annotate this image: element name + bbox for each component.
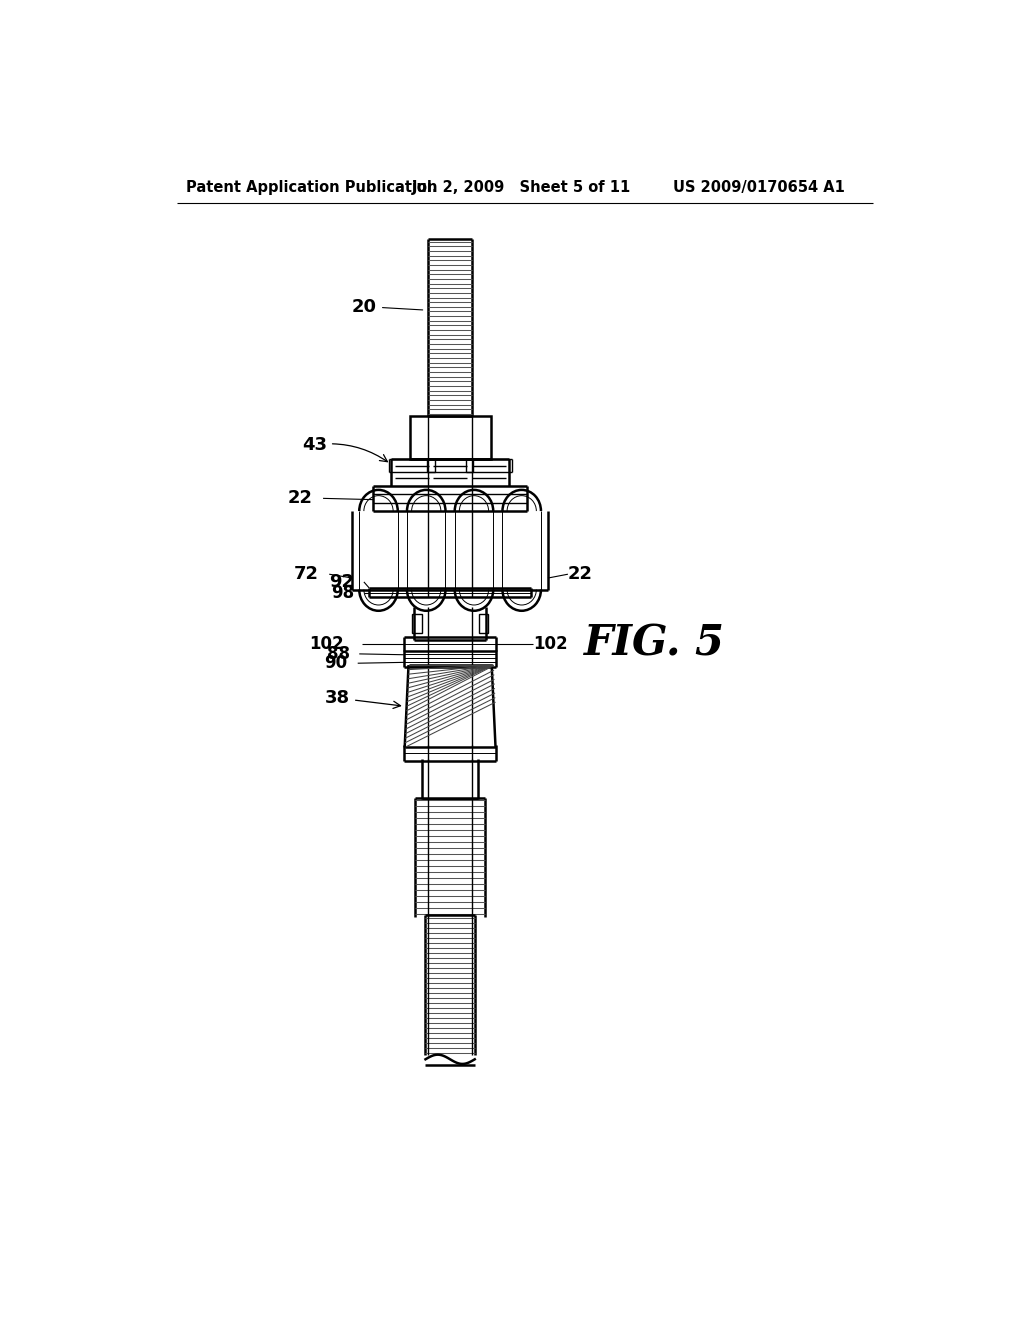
Text: 22: 22 <box>288 490 313 507</box>
Text: 98: 98 <box>331 583 354 602</box>
Text: FIG. 5: FIG. 5 <box>584 623 725 664</box>
Text: 38: 38 <box>325 689 400 709</box>
Text: 43: 43 <box>302 436 387 462</box>
Text: 90: 90 <box>325 655 348 672</box>
Text: 102: 102 <box>534 635 568 653</box>
Text: Patent Application Publication: Patent Application Publication <box>186 180 437 195</box>
Text: 72: 72 <box>294 565 319 583</box>
Text: 102: 102 <box>309 635 344 653</box>
Bar <box>478 614 487 634</box>
Text: 22: 22 <box>567 565 592 583</box>
Text: Jul. 2, 2009   Sheet 5 of 11: Jul. 2, 2009 Sheet 5 of 11 <box>412 180 631 195</box>
Text: US 2009/0170654 A1: US 2009/0170654 A1 <box>674 180 845 195</box>
Text: 88: 88 <box>327 645 350 663</box>
Bar <box>413 614 422 634</box>
Text: 92: 92 <box>329 573 354 591</box>
Bar <box>410 416 490 459</box>
Text: 20: 20 <box>352 297 423 315</box>
